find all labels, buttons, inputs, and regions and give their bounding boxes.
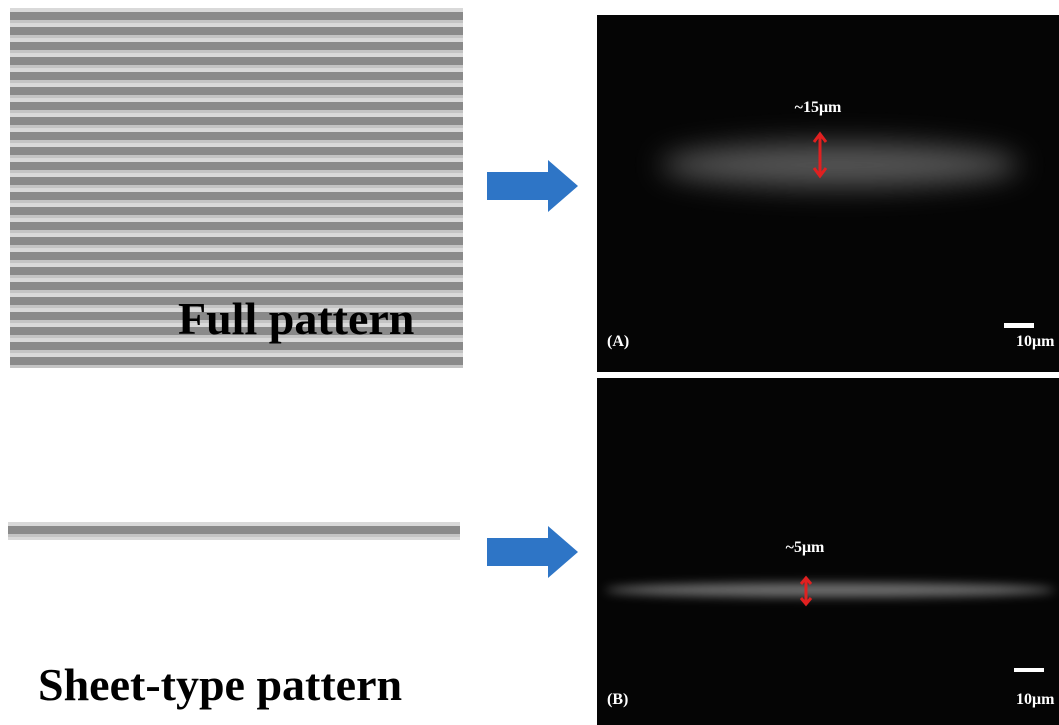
- panel-b: [597, 378, 1059, 725]
- scale-bar: [1004, 323, 1034, 328]
- panel-label: (B): [607, 691, 628, 708]
- full-pattern-image: [10, 8, 463, 368]
- measurement: ~15μm: [795, 99, 842, 116]
- arrow: [487, 160, 578, 212]
- scale-bar: [1014, 668, 1044, 672]
- pattern-label: Sheet-type pattern: [38, 659, 403, 710]
- panel-a: [597, 15, 1059, 372]
- pattern-label: Full pattern: [178, 293, 415, 344]
- glow: [605, 583, 1055, 597]
- glow: [660, 143, 1020, 187]
- red-arrow: [799, 575, 813, 607]
- measurement: ~5μm: [786, 539, 825, 556]
- red-arrow: [812, 131, 828, 179]
- sheet-pattern-image: [8, 522, 460, 540]
- scale-label: 10μm: [1016, 691, 1055, 708]
- arrow: [487, 526, 578, 578]
- panel-label: (A): [607, 333, 629, 350]
- scale-label: 10μm: [1016, 333, 1055, 350]
